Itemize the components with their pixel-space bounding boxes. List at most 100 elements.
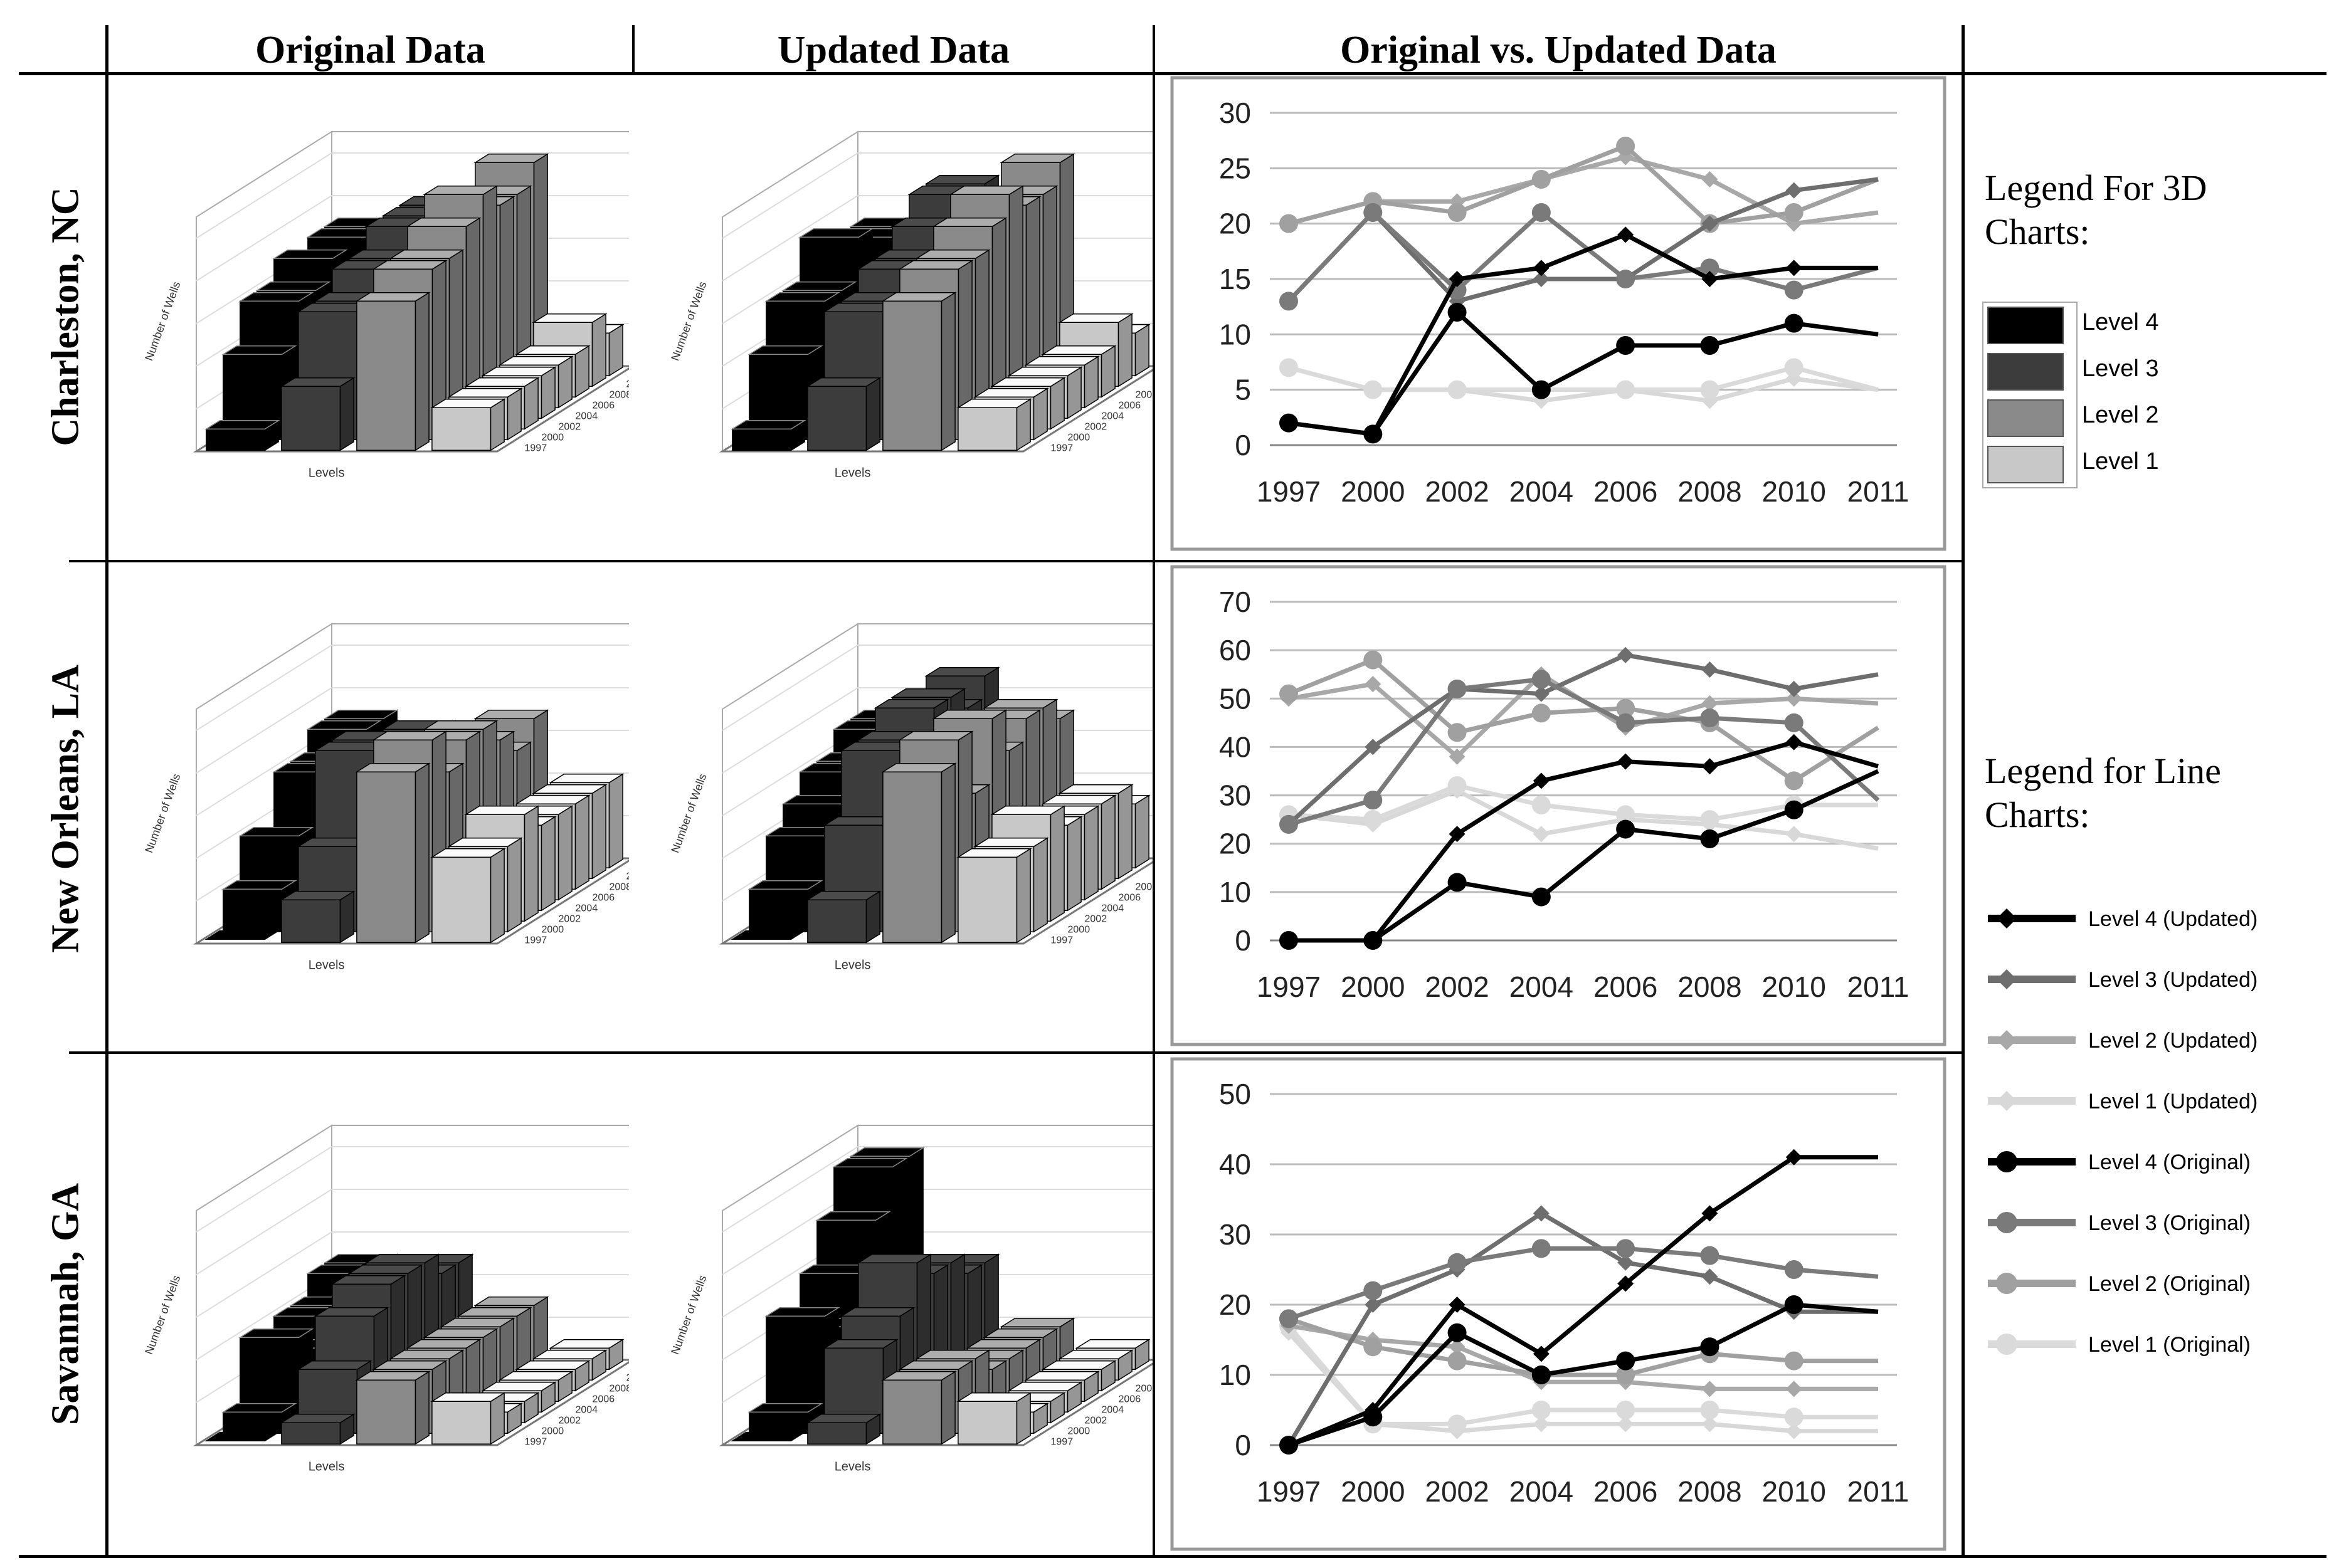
data-point [1531,796,1551,814]
bars [731,666,1151,944]
data-point [1700,336,1719,355]
data-point [1701,171,1718,187]
data-point [1784,1295,1804,1314]
data-point [1533,1205,1550,1222]
bar3d-year-label: 1997 [525,935,547,946]
series-line [1287,1317,1878,1377]
row-label-new-orleans: New Orleans, LA [44,665,87,953]
bar3d-year-label: 2000 [1068,925,1091,935]
data-point [1447,303,1467,322]
data-point [1533,1416,1550,1433]
data-point [1363,380,1383,399]
bar3d-year-label: 2008 [1136,1384,1153,1394]
bar3d-year-label: 1997 [1051,443,1074,454]
data-point [1363,1281,1383,1300]
bar [430,398,506,451]
legend-line-item: Level 2 (Updated) [1988,1029,2258,1053]
bar3d-year-label: 2000 [542,1426,564,1437]
bar3d-year-label: 1997 [525,443,547,454]
data-point [1701,215,1718,232]
x-tick-label: 2010 [1762,1475,1826,1508]
data-point [1363,931,1383,950]
series-l1o [1279,776,1878,829]
bar [280,377,356,451]
legend-line-item: Level 3 (Updated) [1988,968,2258,992]
data-point [1531,1365,1551,1384]
data-point [1279,214,1298,233]
data-point [1616,698,1635,718]
data-point [1449,826,1466,843]
bar3d-xlabel: Levels [309,958,345,972]
y-tick-label: 20 [1219,208,1251,240]
bar3d-ylabel: Number of Wells [142,772,182,855]
y-tick-label: 30 [1219,779,1251,812]
data-point [1533,271,1550,287]
data-point [1784,280,1804,300]
legend-3d-title: Legend For 3D Charts: [1985,167,2207,252]
col-divider-2 [632,25,635,75]
y-tick-label: 70 [1219,586,1251,618]
row-label-savannah: Savannah, GA [44,1183,87,1425]
legend-line-label: Level 1 (Original) [2088,1333,2251,1357]
data-point [1700,1401,1719,1419]
data-point [1531,887,1551,907]
bar [204,419,280,451]
data-point [1279,292,1298,311]
data-point [1363,203,1383,222]
data-point [1533,1345,1550,1362]
bar3d-year-label: 2004 [576,411,598,422]
bar3d-year-label: 1997 [1051,1437,1074,1448]
bar3d-year-label: 2002 [1085,422,1107,433]
bar3d-year-label: 2000 [1068,1426,1091,1437]
chart-frame [1170,76,1946,551]
data-point [1449,271,1466,287]
data-point [1616,1365,1635,1384]
bar [204,930,280,940]
line-chart-charleston: 0 5 10 15 20 25 30 1997 2000 2002 2004 2006 2008 2010… [1170,76,1946,551]
data-point [1785,826,1802,843]
legend-line-label: Level 2 (Original) [2088,1272,2251,1296]
data-point [1784,203,1804,222]
data-point [1617,753,1634,770]
line-chart-savannah: 0 10 20 30 40 50 1997 2000 2002 2004 2006 2008 2010 2… [1170,1057,1946,1551]
data-point [1785,1149,1802,1165]
data-point [1700,829,1719,848]
series-line [1288,788,1879,851]
data-point [1785,690,1802,707]
legend-line-item: Level 4 (Original) [1988,1150,2251,1174]
bar3d-year-label: 2008 [610,1384,630,1394]
bar [956,848,1032,944]
bar [731,930,806,940]
col-divider-1 [105,25,108,1558]
legend-line-label: Level 4 (Original) [2088,1150,2251,1174]
series-l4o [1279,1295,1879,1455]
legend-3d: Level 4 Level 3 Level 2 Level 1 [1982,302,2159,488]
legend-3d-swatch [1987,446,2064,483]
data-point [1447,1253,1467,1272]
x-tick-label: 2004 [1509,971,1573,1003]
bar3d-year-label: 2008 [610,882,630,893]
series-line [1288,232,1878,436]
series-line [1287,1324,1878,1426]
bar3d-year-label: 1997 [525,1437,547,1448]
data-point [1531,170,1551,189]
bar3d-year-label: 2004 [1102,411,1124,422]
data-point [1700,258,1719,278]
y-tick-label: 20 [1219,828,1251,860]
series-l3o [1279,1239,1879,1329]
legend-3d-swatch [1987,307,2064,344]
legend-line: Level 4 (Updated) Level 3 (Updated) Level … [1988,907,2258,1357]
col-divider-3 [1153,25,1155,1558]
x-tick-label: 2006 [1593,1475,1657,1508]
data-point [1785,1423,1802,1439]
data-point [1531,670,1551,689]
x-tick-label: 2006 [1593,475,1657,508]
bar3d-year-label: 2008 [610,390,630,401]
y-tick-label: 50 [1219,1078,1251,1110]
data-point [1701,1205,1718,1222]
data-point [1616,270,1635,288]
series-l3o [1279,203,1879,311]
